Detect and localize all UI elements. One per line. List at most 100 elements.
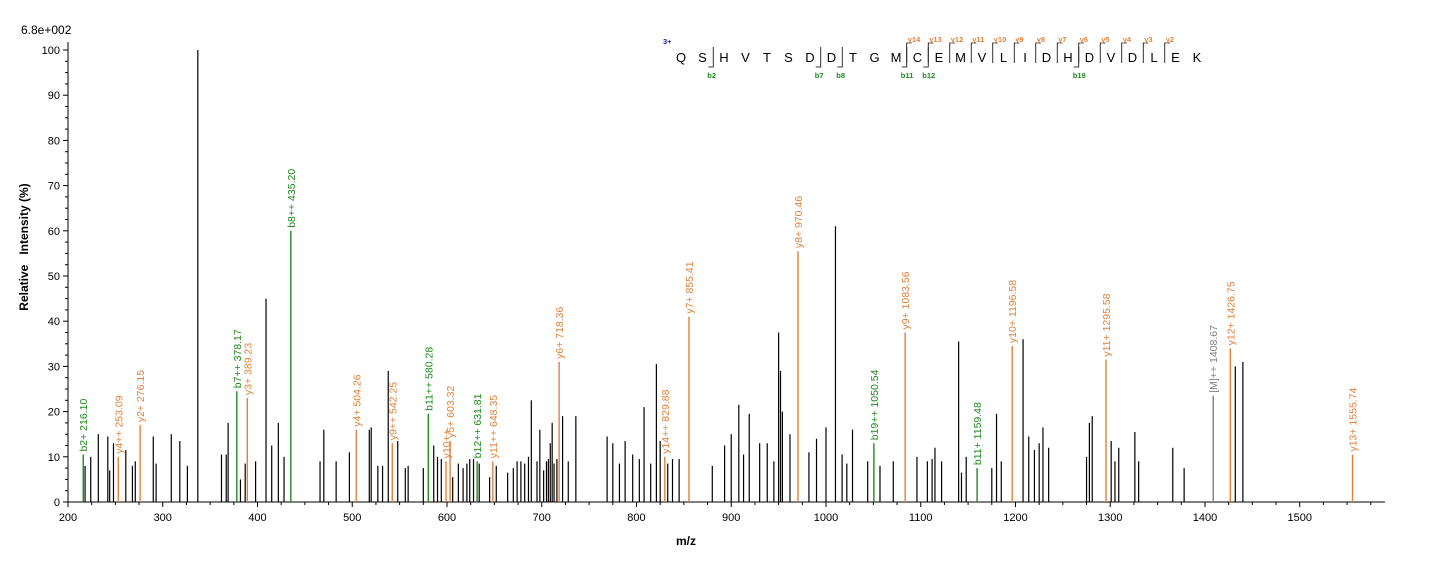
x-tick-label: 1300 <box>1098 512 1122 524</box>
peak-label: y12+ 1426.75 <box>1225 281 1237 345</box>
y-ion-bracket <box>1035 42 1041 63</box>
y-ion-label: y6 <box>1080 35 1088 44</box>
y-ion-bracket <box>992 42 998 63</box>
y-ion-label: y14 <box>908 35 921 44</box>
x-axis-title: m/z <box>676 534 696 548</box>
sequence-residue: S <box>698 50 707 65</box>
y-tick-label: 0 <box>54 497 60 509</box>
scale-label: 6.8e+002 <box>21 23 72 37</box>
y-ion-label: y8 <box>1037 35 1045 44</box>
y-ion-bracket <box>906 42 912 63</box>
peak-label: b11++ 580.28 <box>423 347 435 411</box>
b-ion-bracket <box>1073 47 1080 68</box>
y-ion-label: y12 <box>951 35 964 44</box>
peak-label: b7++ 378.17 <box>232 329 244 388</box>
sequence-residue: L <box>1000 50 1007 65</box>
peak-label: b8++ 435.20 <box>286 169 298 228</box>
sequence-residue: T <box>763 50 771 65</box>
y-tick-label: 20 <box>48 407 60 419</box>
peak-labels: b2+ 216.10 y4++ 253.09 y2+ 276.15 b7++ 378.… <box>78 169 1359 465</box>
peak-label: y11++ 648.35 <box>488 395 500 459</box>
peak-label: y9+ 1083.56 <box>900 271 912 329</box>
sequence-residue: E <box>1171 50 1180 65</box>
peak-label: y6+ 718.36 <box>554 306 566 358</box>
x-tick-label: 1100 <box>909 512 933 524</box>
y-tick-label: 100 <box>42 45 60 57</box>
peak-label: y10++ <box>441 429 453 458</box>
y-ion-label: y10 <box>994 35 1007 44</box>
x-tick-label: 900 <box>722 512 740 524</box>
peak-label: b19++ 1050.54 <box>869 369 881 440</box>
b-ion-bracket <box>901 47 908 68</box>
x-tick-label: 1400 <box>1193 512 1217 524</box>
sequence-residue: D <box>805 50 814 65</box>
b-ion-bracket <box>837 47 843 68</box>
sequence-residue: H <box>1063 50 1072 65</box>
peak-label: y4++ 253.09 <box>113 395 125 454</box>
sequence-residue: Q <box>676 50 686 65</box>
peak-label: b12++ 631.81 <box>472 393 484 458</box>
sequence-residue: E <box>935 50 944 65</box>
b-ion-label: b2 <box>707 71 716 80</box>
y-tick-label: 90 <box>48 90 60 102</box>
b-ion-label: b11 <box>901 71 914 80</box>
sequence-residue: M <box>955 50 966 65</box>
peak-label: y10+ 1196.58 <box>1007 280 1019 343</box>
x-tick-label: 1000 <box>814 512 838 524</box>
y-ion-bracket <box>1164 42 1170 63</box>
peak-label: y14++ 829.88 <box>660 389 672 453</box>
b-ion-bracket <box>923 47 929 68</box>
y-ion-bracket <box>1099 42 1106 63</box>
y-ion-label: y11 <box>972 35 984 44</box>
peak-label: y4+ 504.26 <box>351 374 363 426</box>
x-tick-label: 200 <box>59 512 77 524</box>
y-ion-bracket <box>1078 42 1084 63</box>
sequence-residue: C <box>913 50 922 65</box>
b-ion-label: b8 <box>836 71 845 80</box>
y-ion-label: y5 <box>1101 35 1109 44</box>
sequence-residue: K <box>1193 50 1202 65</box>
x-tick-label: 800 <box>627 512 645 524</box>
y-tick-label: 10 <box>48 452 60 464</box>
y-ion-label: y4 <box>1123 35 1132 44</box>
y-ion-label: y9 <box>1015 35 1023 44</box>
peaks <box>82 50 1354 502</box>
y-tick-label: 30 <box>48 361 60 373</box>
sequence-residue: L <box>1150 50 1157 65</box>
peak-label: [M]++ 1408.67 <box>1208 325 1220 393</box>
y-tick-label: 60 <box>48 226 60 238</box>
b-ion-label: b19 <box>1073 71 1086 80</box>
sequence-residue: S <box>784 50 793 65</box>
peak-label: y8+ 970.46 <box>793 196 805 248</box>
sequence-residue: D <box>1128 50 1137 65</box>
peak-label: b2+ 216.10 <box>78 399 90 452</box>
y-tick-label: 50 <box>48 271 60 283</box>
sequence-residue: M <box>891 50 902 65</box>
b-ion-label: b12 <box>922 71 935 80</box>
axes: 0 10 20 30 40 50 60 70 80 90 100 200 300 400 500 600 700… <box>42 42 1385 524</box>
y-ion-bracket <box>927 42 934 63</box>
peak-label: y3+ 389.23 <box>242 343 254 395</box>
x-tick-label: 1200 <box>1003 512 1027 524</box>
sequence-residue: V <box>978 50 987 65</box>
y-ion-label: y13 <box>929 35 942 44</box>
sequence-residue: V <box>1107 50 1116 65</box>
peak-label: y5+ 603.32 <box>445 386 457 438</box>
y-tick-label: 80 <box>48 135 60 147</box>
peak-label: y13+ 1555.74 <box>1348 387 1360 451</box>
sequence-residue: D <box>1085 50 1094 65</box>
x-tick-label: 700 <box>533 512 551 524</box>
sequence-residue: D <box>827 50 836 65</box>
x-tick-label: 1500 <box>1287 512 1311 524</box>
b-ion-label: b7 <box>815 71 824 80</box>
peak-label: y9++ 542.25 <box>387 382 399 441</box>
b-ion-bracket <box>815 47 822 68</box>
peak-label: y7+ 855.41 <box>684 261 696 313</box>
sequence-residue: G <box>869 50 879 65</box>
y-tick-label: 40 <box>48 316 60 328</box>
y-ion-bracket <box>949 42 955 63</box>
y-ion-bracket <box>1121 42 1127 63</box>
sequence-residue: I <box>1023 50 1027 65</box>
